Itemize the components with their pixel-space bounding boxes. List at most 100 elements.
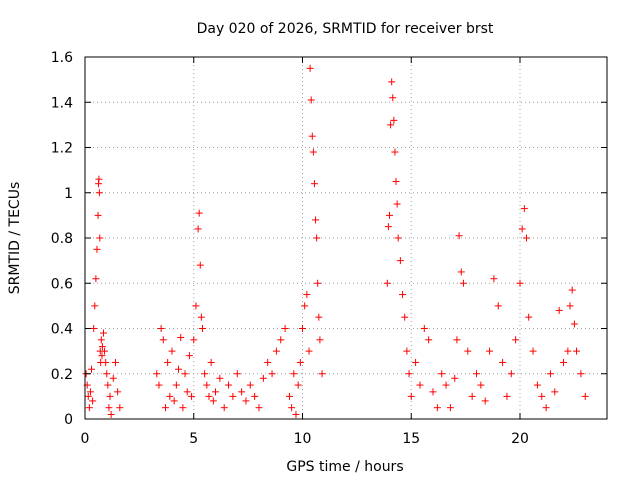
data-point xyxy=(533,381,541,389)
y-tick-label: 0.2 xyxy=(51,367,73,383)
y-tick-label: 0 xyxy=(64,412,73,428)
data-point xyxy=(560,358,567,366)
data-point xyxy=(391,148,399,156)
data-point xyxy=(159,336,167,344)
data-point xyxy=(573,347,581,355)
data-point xyxy=(98,352,106,360)
data-point xyxy=(407,392,415,400)
data-point xyxy=(429,388,437,396)
data-point xyxy=(268,370,276,378)
data-point xyxy=(201,370,209,378)
data-point xyxy=(220,404,228,412)
data-point xyxy=(394,234,402,242)
y-tick-label: 1.2 xyxy=(51,141,73,157)
data-point xyxy=(290,370,298,378)
data-point xyxy=(477,381,485,389)
data-point xyxy=(207,358,215,366)
data-point xyxy=(242,397,250,405)
data-point xyxy=(259,374,267,382)
data-point xyxy=(90,325,98,332)
data-point xyxy=(412,358,420,366)
data-point xyxy=(503,392,511,400)
data-point xyxy=(316,336,324,344)
data-point xyxy=(389,94,397,102)
data-point xyxy=(570,320,578,328)
data-point xyxy=(393,200,401,208)
data-point xyxy=(177,334,185,342)
data-point xyxy=(446,404,454,412)
data-point xyxy=(314,279,322,287)
data-point xyxy=(179,404,187,412)
data-point xyxy=(303,291,311,299)
data-point xyxy=(168,347,176,355)
data-point xyxy=(310,180,318,188)
data-point xyxy=(212,388,219,396)
data-point xyxy=(387,121,395,129)
data-point xyxy=(288,404,296,412)
data-point xyxy=(538,392,546,400)
data-point xyxy=(564,347,572,355)
data-point xyxy=(453,336,461,344)
data-point xyxy=(294,381,302,389)
data-point xyxy=(185,352,193,360)
data-point xyxy=(401,313,409,321)
data-point xyxy=(388,78,396,86)
chart-title: Day 020 of 2026, SRMTID for receiver brs… xyxy=(197,21,494,37)
data-point xyxy=(157,325,165,332)
data-point xyxy=(251,392,259,400)
data-point xyxy=(190,336,198,344)
data-point xyxy=(91,302,99,310)
data-point xyxy=(155,381,163,389)
x-tick-label: 15 xyxy=(402,431,420,447)
data-point xyxy=(301,302,309,310)
data-point xyxy=(233,370,241,378)
data-point xyxy=(315,313,323,321)
data-point xyxy=(98,343,106,351)
data-point xyxy=(386,211,393,219)
data-point xyxy=(97,336,105,344)
data-point xyxy=(85,404,93,412)
data-point xyxy=(292,410,300,418)
data-point xyxy=(166,392,174,400)
data-point xyxy=(272,347,280,355)
data-point xyxy=(523,234,531,242)
data-point xyxy=(416,381,424,389)
data-point xyxy=(285,392,293,400)
data-point xyxy=(92,275,100,283)
data-point xyxy=(203,381,211,389)
data-point xyxy=(486,347,494,355)
x-tick-label: 5 xyxy=(189,431,198,447)
data-point xyxy=(225,381,233,389)
data-point xyxy=(468,392,476,400)
x-tick-label: 10 xyxy=(294,431,312,447)
data-point xyxy=(420,325,428,332)
data-point xyxy=(555,306,563,314)
data-point xyxy=(99,329,107,337)
data-point xyxy=(309,148,317,156)
y-tick-label: 1.6 xyxy=(51,50,73,66)
data-point xyxy=(403,347,411,355)
data-point xyxy=(264,358,272,366)
data-point xyxy=(197,313,205,321)
data-point xyxy=(192,302,200,310)
data-point xyxy=(568,286,576,294)
data-point xyxy=(198,325,206,332)
data-point xyxy=(438,370,446,378)
data-point xyxy=(490,275,498,283)
data-point xyxy=(109,374,117,382)
x-tick-label: 20 xyxy=(511,431,529,447)
data-point xyxy=(106,392,114,400)
data-point xyxy=(299,325,306,332)
data-point xyxy=(102,358,110,366)
data-point xyxy=(318,370,326,378)
data-point xyxy=(164,358,172,366)
data-point xyxy=(107,410,115,418)
data-point xyxy=(188,392,196,400)
data-point xyxy=(399,291,407,299)
data-point xyxy=(172,381,180,389)
data-point xyxy=(384,223,392,231)
data-point xyxy=(114,388,122,396)
data-point xyxy=(161,404,169,412)
